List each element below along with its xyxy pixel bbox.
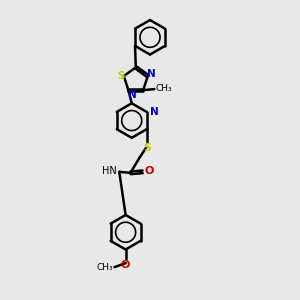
Text: CH₃: CH₃ bbox=[156, 84, 172, 93]
Text: N: N bbox=[128, 90, 137, 100]
Text: S: S bbox=[117, 71, 124, 81]
Text: O: O bbox=[121, 260, 130, 270]
Text: N: N bbox=[147, 69, 156, 80]
Text: CH₃: CH₃ bbox=[96, 263, 113, 272]
Text: O: O bbox=[145, 167, 154, 176]
Text: N: N bbox=[150, 107, 158, 117]
Text: S: S bbox=[143, 143, 151, 153]
Text: HN: HN bbox=[102, 166, 117, 176]
